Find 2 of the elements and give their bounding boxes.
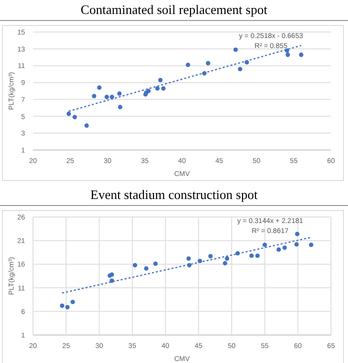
chart-title: Contaminated soil replacement spot: [0, 0, 348, 21]
chart-title: Event stadium construction spot: [0, 185, 348, 206]
